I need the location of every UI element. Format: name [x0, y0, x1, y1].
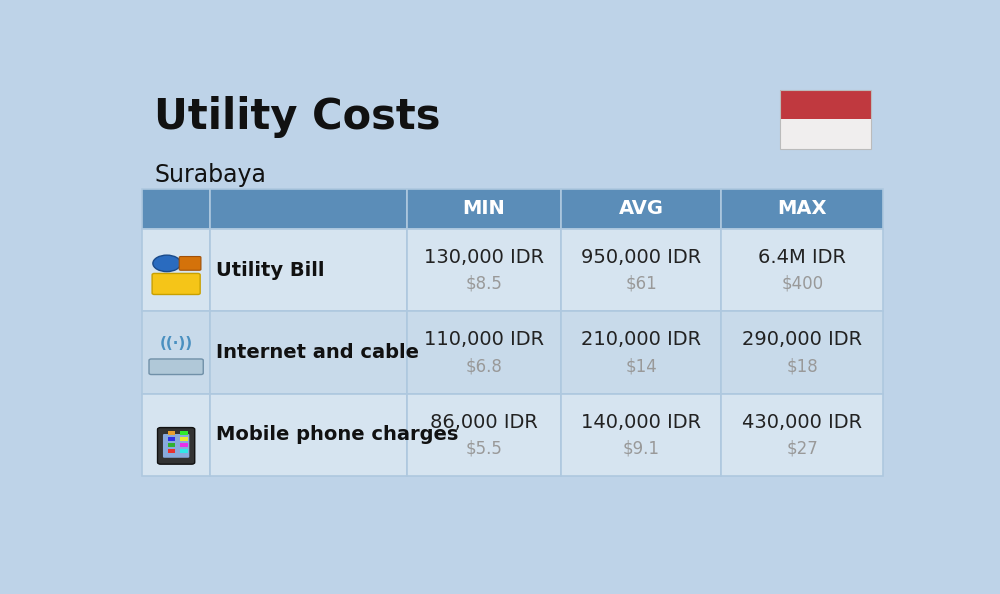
Bar	[721, 189, 883, 229]
Bar	[180, 449, 188, 453]
Text: $18: $18	[786, 357, 818, 375]
Bar	[168, 449, 175, 453]
Text: $6.8: $6.8	[465, 357, 502, 375]
Text: $14: $14	[625, 357, 657, 375]
Text: 290,000 IDR: 290,000 IDR	[742, 330, 862, 349]
Text: MAX: MAX	[777, 200, 827, 219]
Bar	[561, 229, 721, 311]
Text: 86,000 IDR: 86,000 IDR	[430, 413, 538, 432]
FancyBboxPatch shape	[152, 273, 200, 295]
Bar	[210, 394, 407, 476]
Bar	[561, 189, 721, 229]
Text: $400: $400	[781, 275, 823, 293]
FancyBboxPatch shape	[158, 428, 195, 464]
Bar	[180, 431, 188, 435]
Bar	[721, 229, 883, 311]
Text: 140,000 IDR: 140,000 IDR	[581, 413, 701, 432]
Bar	[180, 437, 188, 441]
Bar	[407, 311, 561, 394]
Text: 6.4M IDR: 6.4M IDR	[758, 248, 846, 267]
Bar	[142, 311, 210, 394]
Text: Surabaya: Surabaya	[154, 163, 266, 187]
Text: 430,000 IDR: 430,000 IDR	[742, 413, 862, 432]
FancyBboxPatch shape	[149, 359, 203, 375]
Bar	[142, 394, 210, 476]
FancyBboxPatch shape	[163, 434, 189, 458]
Bar	[780, 90, 871, 149]
Bar	[142, 189, 210, 229]
Circle shape	[153, 255, 181, 271]
Bar	[168, 431, 175, 435]
Text: Internet and cable: Internet and cable	[216, 343, 419, 362]
Bar	[561, 394, 721, 476]
Text: $8.5: $8.5	[465, 275, 502, 293]
Text: 110,000 IDR: 110,000 IDR	[424, 330, 544, 349]
Bar	[407, 189, 561, 229]
Bar	[168, 443, 175, 447]
Text: 130,000 IDR: 130,000 IDR	[424, 248, 544, 267]
Bar	[210, 189, 407, 229]
Text: Mobile phone charges: Mobile phone charges	[216, 425, 459, 444]
Bar	[407, 394, 561, 476]
Text: 210,000 IDR: 210,000 IDR	[581, 330, 701, 349]
Text: 950,000 IDR: 950,000 IDR	[581, 248, 701, 267]
Bar	[142, 229, 210, 311]
Text: Utility Costs: Utility Costs	[154, 96, 441, 138]
Bar	[721, 394, 883, 476]
Bar	[210, 311, 407, 394]
Bar	[780, 90, 871, 119]
Text: AVG: AVG	[619, 200, 664, 219]
Bar	[407, 229, 561, 311]
Text: $27: $27	[786, 440, 818, 457]
Text: MIN: MIN	[462, 200, 505, 219]
Bar	[180, 443, 188, 447]
FancyBboxPatch shape	[179, 257, 201, 270]
Bar	[780, 119, 871, 149]
Text: Utility Bill: Utility Bill	[216, 261, 325, 280]
Bar	[561, 311, 721, 394]
Bar	[168, 437, 175, 441]
Text: $5.5: $5.5	[465, 440, 502, 457]
Bar	[210, 229, 407, 311]
Text: $61: $61	[625, 275, 657, 293]
Bar	[721, 311, 883, 394]
Text: $9.1: $9.1	[623, 440, 660, 457]
Text: ((·)): ((·))	[160, 336, 193, 351]
